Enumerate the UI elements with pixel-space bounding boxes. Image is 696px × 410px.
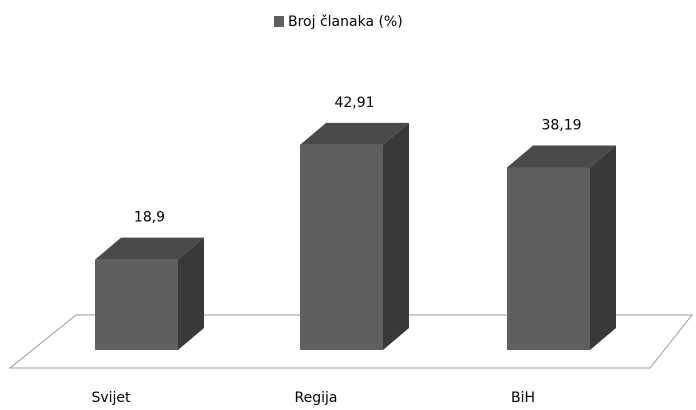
bar: [507, 145, 616, 350]
bar-side: [383, 122, 409, 350]
bar-top: [95, 237, 204, 260]
legend-label: Broj članaka (%): [288, 14, 403, 30]
bar-front: [507, 167, 590, 350]
bar-top: [507, 145, 616, 168]
x-tick-label: BiH: [511, 390, 535, 406]
x-tick-label: Regija: [295, 390, 338, 406]
bar-front: [300, 144, 383, 350]
data-label: 38,19: [541, 117, 581, 133]
bar: [300, 122, 409, 350]
bar-top: [300, 122, 409, 145]
legend-swatch: [274, 16, 284, 27]
bar-side: [590, 145, 616, 350]
bar-front: [95, 259, 178, 350]
data-label: 18,9: [134, 210, 165, 226]
x-tick-label: Svijet: [91, 390, 131, 406]
bar: [95, 237, 204, 350]
bar-side: [178, 237, 204, 350]
data-label: 42,91: [334, 95, 374, 111]
